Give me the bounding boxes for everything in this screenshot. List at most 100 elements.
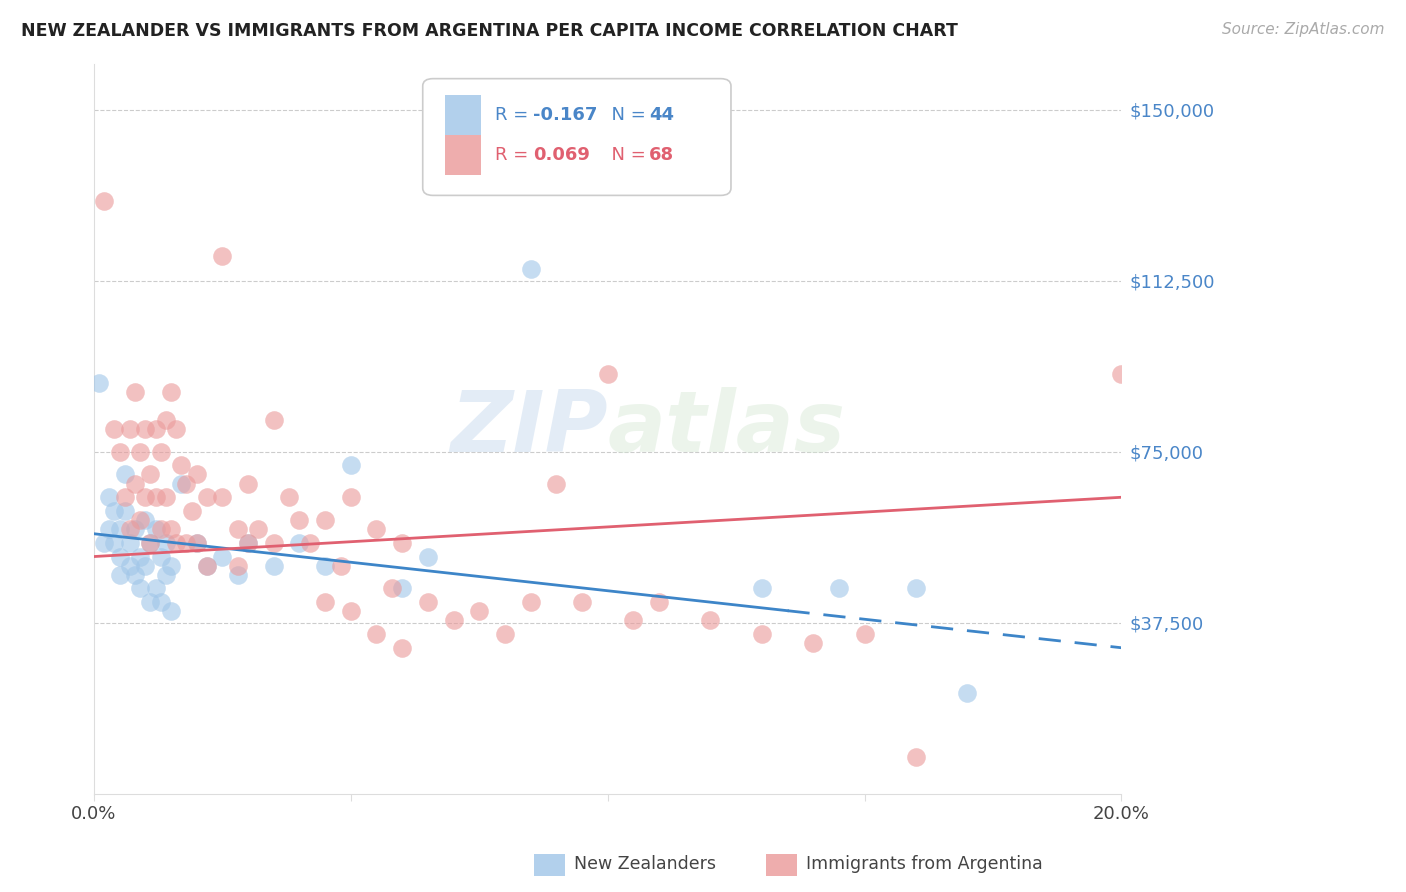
Point: [340, 490, 363, 504]
Point: [160, 604, 183, 618]
Point: [108, 522, 131, 536]
FancyBboxPatch shape: [423, 78, 731, 195]
Text: -0.167: -0.167: [533, 106, 598, 124]
Text: 44: 44: [648, 106, 673, 124]
Point: [98, 490, 121, 504]
Point: [546, 476, 568, 491]
Point: [314, 513, 336, 527]
Point: [118, 558, 141, 573]
Text: atlas: atlas: [607, 387, 846, 470]
Point: [211, 249, 233, 263]
Point: [103, 422, 125, 436]
Point: [139, 536, 162, 550]
Point: [176, 476, 198, 491]
Point: [751, 627, 773, 641]
Point: [149, 595, 172, 609]
Point: [118, 522, 141, 536]
Point: [170, 476, 193, 491]
Point: [98, 522, 121, 536]
Point: [340, 458, 363, 473]
Point: [391, 536, 413, 550]
Point: [211, 549, 233, 564]
Point: [236, 536, 259, 550]
Point: [108, 549, 131, 564]
Point: [751, 582, 773, 596]
Point: [247, 522, 270, 536]
Point: [416, 595, 439, 609]
Point: [416, 549, 439, 564]
Point: [329, 558, 352, 573]
Text: Source: ZipAtlas.com: Source: ZipAtlas.com: [1222, 22, 1385, 37]
Point: [236, 536, 259, 550]
Point: [195, 490, 218, 504]
Point: [155, 567, 177, 582]
Text: N =: N =: [600, 106, 652, 124]
Point: [139, 536, 162, 550]
Point: [391, 582, 413, 596]
Point: [263, 558, 285, 573]
Point: [180, 504, 202, 518]
Point: [176, 536, 198, 550]
Point: [853, 627, 876, 641]
Point: [170, 458, 193, 473]
Point: [139, 595, 162, 609]
Point: [149, 522, 172, 536]
Point: [129, 513, 152, 527]
Point: [134, 490, 156, 504]
Bar: [446, 95, 481, 136]
Point: [108, 444, 131, 458]
Point: [366, 522, 388, 536]
Point: [340, 604, 363, 618]
Point: [904, 582, 927, 596]
Point: [149, 549, 172, 564]
Point: [391, 640, 413, 655]
Point: [468, 604, 491, 618]
Point: [314, 558, 336, 573]
Point: [114, 490, 136, 504]
Point: [103, 504, 125, 518]
Point: [278, 490, 301, 504]
Point: [124, 522, 146, 536]
Text: 0.069: 0.069: [533, 146, 589, 164]
Point: [118, 536, 141, 550]
Text: R =: R =: [495, 106, 534, 124]
Point: [621, 614, 644, 628]
Point: [381, 582, 404, 596]
Text: N =: N =: [600, 146, 652, 164]
Bar: [446, 136, 481, 176]
Point: [186, 467, 208, 482]
Point: [129, 444, 152, 458]
Point: [828, 582, 851, 596]
Point: [114, 504, 136, 518]
Point: [114, 467, 136, 482]
Point: [226, 558, 249, 573]
Point: [596, 367, 619, 381]
Point: [801, 636, 824, 650]
Point: [155, 413, 177, 427]
Point: [160, 558, 183, 573]
Text: Immigrants from Argentina: Immigrants from Argentina: [806, 855, 1042, 873]
Text: NEW ZEALANDER VS IMMIGRANTS FROM ARGENTINA PER CAPITA INCOME CORRELATION CHART: NEW ZEALANDER VS IMMIGRANTS FROM ARGENTI…: [21, 22, 957, 40]
Point: [298, 536, 321, 550]
Point: [904, 750, 927, 764]
Point: [314, 595, 336, 609]
Point: [165, 536, 187, 550]
Point: [519, 262, 541, 277]
Point: [129, 582, 152, 596]
Point: [288, 513, 311, 527]
Point: [1111, 367, 1133, 381]
Point: [155, 536, 177, 550]
Point: [145, 490, 167, 504]
Point: [443, 614, 465, 628]
Text: ZIP: ZIP: [450, 387, 607, 470]
Point: [236, 476, 259, 491]
Point: [186, 536, 208, 550]
Point: [519, 595, 541, 609]
Point: [145, 522, 167, 536]
Point: [195, 558, 218, 573]
Point: [195, 558, 218, 573]
Point: [108, 567, 131, 582]
Point: [103, 536, 125, 550]
Point: [956, 686, 979, 700]
Point: [186, 536, 208, 550]
